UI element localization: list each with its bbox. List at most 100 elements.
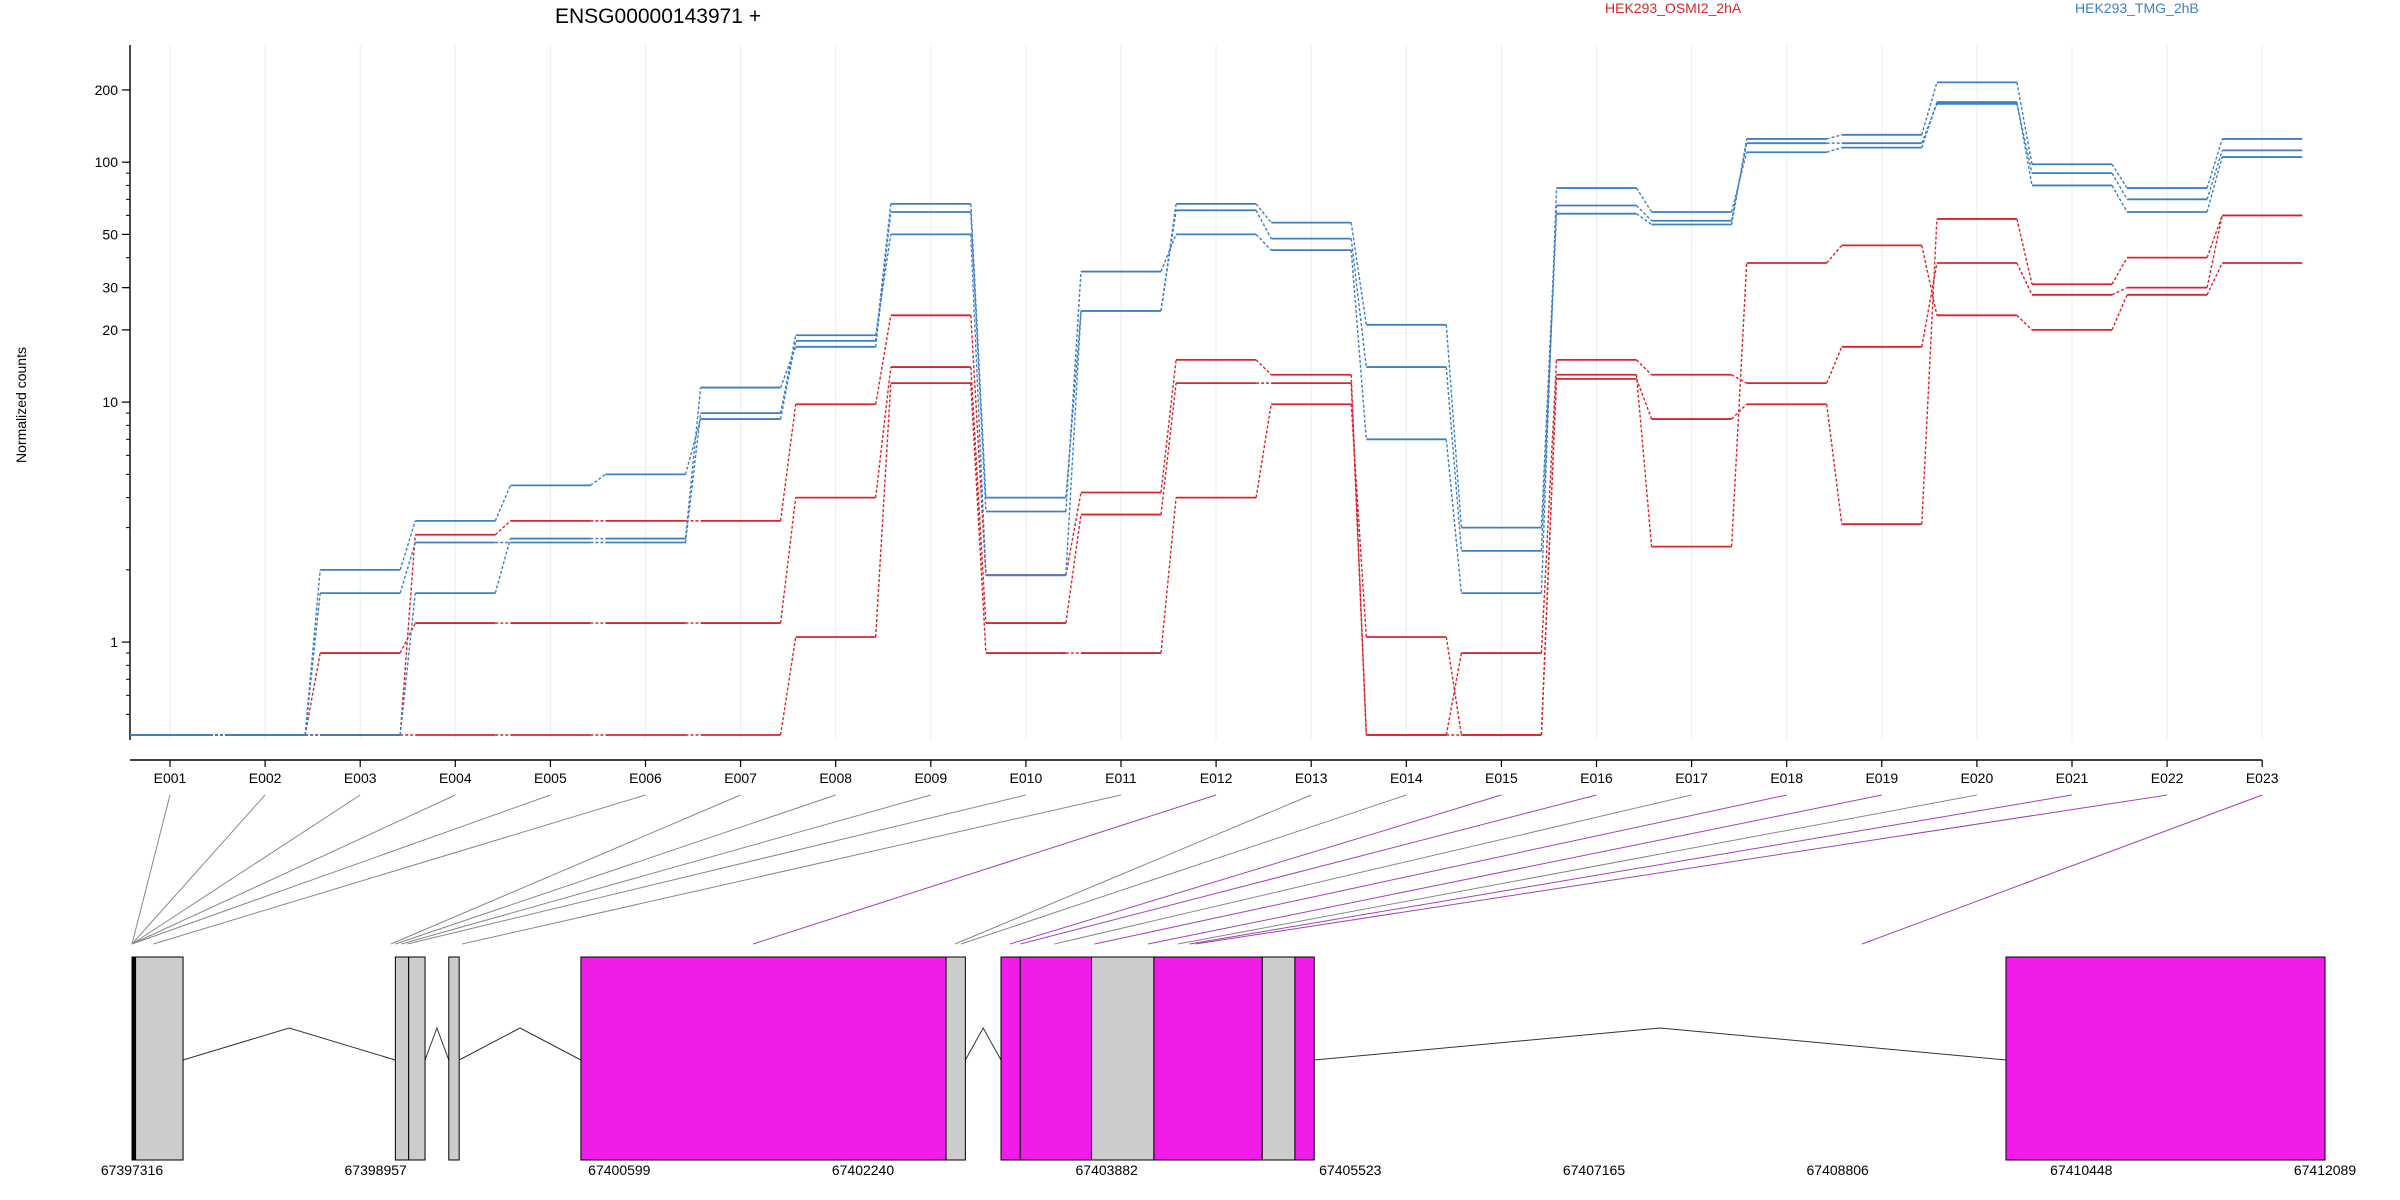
series-connector — [1445, 367, 1463, 551]
series-connector — [779, 335, 797, 414]
series-connector — [494, 485, 512, 522]
feature-link-line — [1094, 794, 1787, 945]
x-tick-label: E012 — [1200, 770, 1233, 786]
feature-link-line — [960, 794, 1407, 945]
exon-box — [1019, 956, 1093, 1161]
series-connector — [1350, 383, 1367, 736]
x-tick-label: E021 — [2056, 770, 2089, 786]
x-tick-label: E008 — [819, 770, 852, 786]
exon-box — [1294, 956, 1315, 1161]
series-connector — [1826, 404, 1843, 525]
genomic-coordinate-label: 67405523 — [1319, 1162, 1382, 1178]
exon-box — [408, 956, 426, 1161]
series-connector — [304, 569, 321, 736]
exon-box — [2005, 956, 2326, 1161]
series-connector — [1445, 636, 1463, 736]
feature-link-line — [131, 794, 551, 945]
series-6 — [130, 101, 2303, 736]
series-connector — [1730, 138, 1748, 225]
gene-model-layer: 67397316 67398957 67400599 67402240 67403882… — [101, 956, 2357, 1178]
series-connector — [1826, 146, 1843, 153]
series-connector — [1065, 271, 1082, 512]
series-connector — [875, 315, 892, 405]
series-connector — [399, 542, 416, 594]
series-connector — [779, 497, 797, 624]
series-connector — [1065, 492, 1082, 576]
intron-line — [1314, 1027, 2007, 1061]
feature-link-line — [752, 794, 1217, 945]
series-connector — [1730, 262, 1748, 547]
feature-link-line — [407, 794, 1027, 945]
series-connector — [779, 404, 797, 521]
series-connector — [1350, 250, 1367, 440]
series-connector — [1255, 359, 1272, 376]
series-connector — [399, 534, 416, 736]
x-tick-label: E016 — [1580, 770, 1613, 786]
series-connector — [779, 636, 797, 736]
feature-link-line — [1054, 794, 1692, 945]
series-connector — [1540, 213, 1558, 551]
series-connector — [1160, 359, 1177, 493]
series-connector — [304, 652, 321, 736]
series-connector — [2111, 257, 2128, 285]
y-tick-label: 30 — [102, 280, 118, 296]
x-tick-label: E022 — [2151, 770, 2184, 786]
x-tick-label: E018 — [1770, 770, 1803, 786]
series-connector — [2016, 314, 2033, 331]
genomic-coordinate-label: 67408806 — [1807, 1162, 1870, 1178]
intron-line — [458, 1027, 582, 1061]
series-connector — [2111, 287, 2128, 296]
feature-link-line — [1189, 794, 2073, 945]
y-tick-label: 20 — [102, 322, 118, 338]
series-layer — [130, 81, 2303, 736]
series-connector — [1445, 324, 1463, 528]
x-tick-label: E007 — [724, 770, 757, 786]
series-connector — [1921, 82, 1938, 136]
genomic-coordinate-label: 67410448 — [2050, 1162, 2113, 1178]
feature-link-line — [131, 794, 266, 945]
series-connector — [1636, 213, 1653, 226]
feature-link-line — [395, 794, 836, 945]
y-tick-label: 1 — [110, 634, 118, 650]
feature-link-line — [131, 794, 171, 945]
series-connector — [1921, 101, 1938, 148]
series-connector — [1350, 222, 1367, 325]
feature-link-line — [401, 794, 931, 945]
series-connector — [399, 520, 416, 571]
series-connector — [875, 366, 892, 498]
series-3 — [130, 244, 2303, 736]
y-tick-label: 10 — [102, 394, 118, 410]
series-connector — [1255, 404, 1272, 498]
series-connector — [399, 593, 416, 736]
series-connector — [2206, 138, 2223, 189]
x-tick-label: E013 — [1295, 770, 1328, 786]
series-connector — [684, 413, 702, 543]
series-connector — [1160, 497, 1177, 654]
series-connector — [1540, 188, 1558, 594]
series-5 — [130, 102, 2303, 736]
genomic-coordinate-label: 67412089 — [2294, 1162, 2357, 1178]
genomic-coordinate-label: 67407165 — [1563, 1162, 1626, 1178]
series-connector — [970, 234, 987, 576]
series-connector — [1540, 374, 1558, 736]
series-connector — [2016, 218, 2033, 285]
series-connector — [1065, 514, 1082, 624]
series-connector — [1826, 244, 1843, 264]
feature-link-line — [1147, 794, 1882, 945]
series-connector — [1730, 152, 1748, 213]
series-connector — [2206, 215, 2223, 258]
y-tick-label: 100 — [95, 154, 119, 170]
y-tick-label: 50 — [102, 226, 118, 242]
series-connector — [875, 383, 892, 638]
series-connector — [1636, 359, 1653, 376]
series-connector — [1255, 203, 1272, 224]
series-connector — [2111, 185, 2128, 213]
feature-link-line — [131, 794, 361, 945]
series-connector — [2111, 172, 2128, 200]
x-tick-label: E004 — [439, 770, 472, 786]
legend-item-tmg: HEK293_TMG_2hB — [2075, 0, 2199, 16]
series-connector — [2206, 156, 2223, 213]
x-tick-label: E014 — [1390, 770, 1423, 786]
feature-link-line — [390, 794, 741, 945]
